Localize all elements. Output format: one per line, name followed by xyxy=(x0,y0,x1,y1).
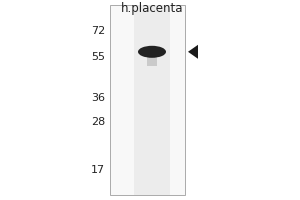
Text: 72: 72 xyxy=(91,26,105,36)
Ellipse shape xyxy=(138,46,166,58)
Text: h.placenta: h.placenta xyxy=(121,2,183,15)
Bar xyxy=(134,5,170,195)
Bar xyxy=(147,56,157,66)
Polygon shape xyxy=(188,45,198,59)
Text: 55: 55 xyxy=(91,52,105,62)
Text: 36: 36 xyxy=(91,93,105,103)
Text: 28: 28 xyxy=(91,117,105,127)
Text: 17: 17 xyxy=(91,165,105,175)
Bar xyxy=(110,5,185,195)
